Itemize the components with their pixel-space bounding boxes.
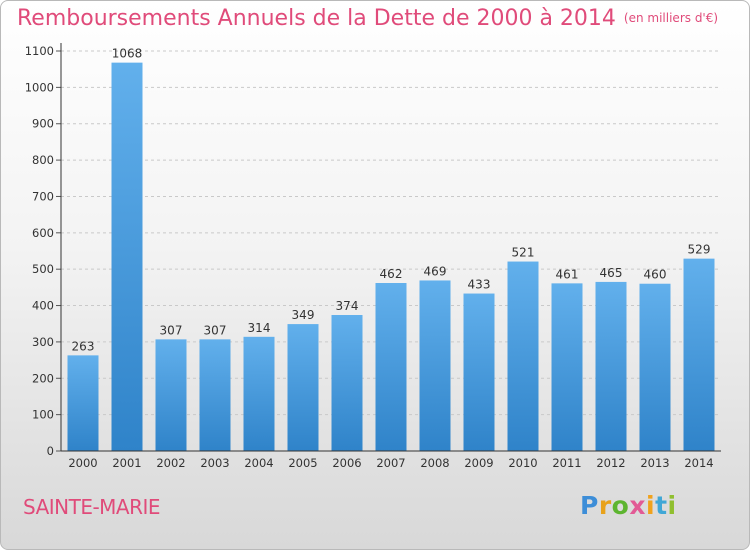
bar-2011	[551, 283, 583, 451]
bar-value-label: 465	[600, 266, 623, 280]
x-tick-label: 2008	[420, 456, 449, 470]
x-tick-label: 2006	[332, 456, 361, 470]
y-tick-label: 200	[32, 371, 54, 385]
x-tick-label: 2004	[244, 456, 273, 470]
y-tick-label: 1000	[25, 80, 54, 94]
x-tick-label: 2011	[552, 456, 581, 470]
bar-2006	[331, 315, 363, 451]
bar-2013	[639, 283, 671, 451]
bar-value-label: 460	[644, 268, 667, 282]
bar-2012	[595, 281, 627, 451]
bar-value-label: 461	[556, 267, 579, 281]
bar-2005	[287, 324, 319, 451]
x-tick-label: 2007	[376, 456, 405, 470]
x-tick-label: 2005	[288, 456, 317, 470]
y-tick-label: 0	[47, 444, 54, 458]
chart-title: Remboursements Annuels de la Dette de 20…	[17, 6, 718, 31]
bar-value-label: 307	[204, 323, 227, 337]
bars	[67, 62, 715, 452]
chart-subtitle: (en milliers d'€)	[623, 11, 719, 25]
bar-value-label: 1068	[112, 47, 143, 61]
y-tick-label: 400	[32, 299, 54, 313]
axes	[56, 43, 721, 452]
bar-value-label: 529	[688, 243, 711, 257]
bar-value-label: 349	[292, 308, 315, 322]
bar-2004	[243, 336, 275, 451]
bar-value-label: 462	[380, 267, 403, 281]
x-tick-label: 2009	[464, 456, 493, 470]
bar-2007	[375, 283, 407, 451]
bar-2010	[507, 261, 539, 451]
x-tick-label: 2014	[684, 456, 713, 470]
bar-2002	[155, 339, 187, 451]
bar-2000	[67, 355, 99, 451]
y-tick-label: 500	[32, 262, 54, 276]
bar-2014	[683, 258, 715, 451]
y-tick-label: 1100	[25, 44, 54, 58]
bar-2003	[199, 339, 231, 451]
x-tick-label: 2003	[200, 456, 229, 470]
y-tick-label: 600	[32, 226, 54, 240]
bar-2008	[419, 280, 451, 451]
y-tick-label: 800	[32, 153, 54, 167]
y-tick-label: 100	[32, 408, 54, 422]
bar-value-label: 263	[72, 339, 95, 353]
x-tick-label: 2013	[640, 456, 669, 470]
x-tick-label: 2012	[596, 456, 625, 470]
x-tick-label: 2000	[68, 456, 97, 470]
bar-value-label: 469	[424, 264, 447, 278]
x-tick-label: 2002	[156, 456, 185, 470]
x-tick-label: 2010	[508, 456, 537, 470]
commune-name: SAINTE-MARIE	[23, 495, 161, 519]
labels: 0 100 200 300 400 500 600 700 800 900 1000 1100 263 2…	[25, 44, 714, 470]
proxiti-logo: Proxiti	[580, 491, 677, 520]
bar-value-label: 314	[248, 321, 271, 335]
x-tick-label: 2001	[112, 456, 141, 470]
bar-value-label: 433	[468, 278, 491, 292]
bar-value-label: 307	[160, 323, 183, 337]
bar-2009	[463, 293, 495, 451]
chart-title-text: Remboursements Annuels de la Dette de 20…	[17, 6, 616, 31]
bar-value-label: 374	[336, 299, 359, 313]
y-tick-label: 700	[32, 189, 54, 203]
bar-value-label: 521	[512, 246, 535, 260]
y-tick-label: 300	[32, 335, 54, 349]
bar-2001	[111, 62, 143, 452]
y-tick-label: 900	[32, 117, 54, 131]
